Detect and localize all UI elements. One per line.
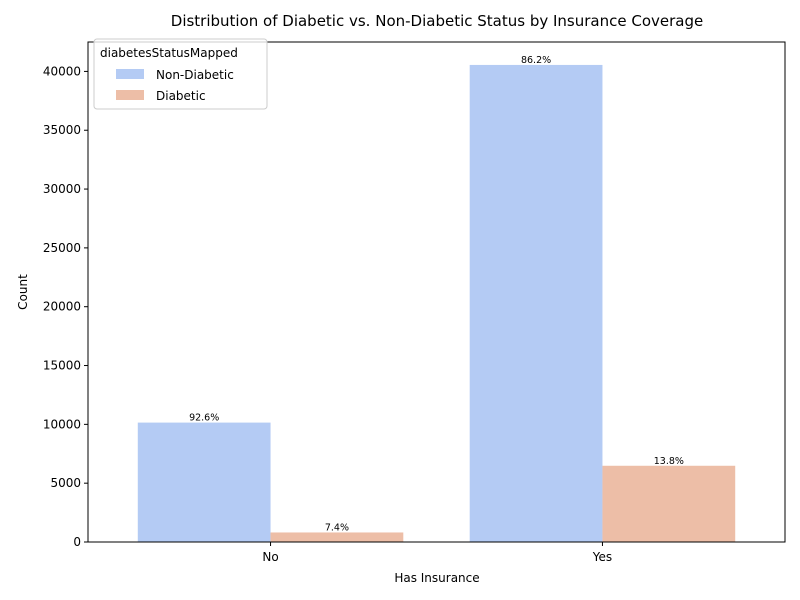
legend-title: diabetesStatusMapped bbox=[100, 46, 238, 60]
legend-entry-non-diabetic: Non-Diabetic bbox=[156, 68, 234, 82]
y-tick-label: 35000 bbox=[43, 123, 81, 137]
y-tick-label: 40000 bbox=[43, 64, 81, 78]
data-label-diabetic-no: 7.4% bbox=[325, 522, 349, 533]
y-tick-label: 25000 bbox=[43, 241, 81, 255]
data-label-diabetic-yes: 13.8% bbox=[654, 456, 684, 467]
bar-diabetic-no bbox=[270, 532, 404, 542]
legend-entry-diabetic: Diabetic bbox=[156, 89, 206, 103]
data-label-non-diabetic-no: 92.6% bbox=[189, 413, 219, 424]
bar-diabetic-yes bbox=[602, 465, 736, 542]
bar-non-diabetic-yes bbox=[469, 64, 603, 543]
x-tick-label: No bbox=[262, 550, 278, 564]
legend-swatch-non-diabetic bbox=[116, 69, 144, 79]
y-tick-label: 15000 bbox=[43, 359, 81, 373]
bars-group bbox=[137, 64, 736, 543]
legend: diabetesStatusMapped Non-Diabetic Diabeti… bbox=[93, 38, 268, 110]
data-label-non-diabetic-yes: 86.2% bbox=[521, 55, 551, 66]
y-tick-label: 20000 bbox=[43, 300, 81, 314]
y-tick-label: 0 bbox=[73, 535, 81, 549]
x-axis-label: Has Insurance bbox=[394, 571, 479, 585]
y-axis: 0 5000 10000 15000 20000 25000 30000 35000 40000 bbox=[43, 64, 88, 549]
legend-swatch-diabetic bbox=[116, 90, 144, 100]
bar-non-diabetic-no bbox=[137, 422, 271, 542]
y-tick-label: 10000 bbox=[43, 417, 81, 431]
y-axis-label: Count bbox=[16, 274, 30, 310]
chart-title: Distribution of Diabetic vs. Non-Diabeti… bbox=[171, 12, 703, 30]
data-labels-group: 92.6% 86.2% 7.4% 13.8% bbox=[189, 55, 684, 534]
y-tick-label: 30000 bbox=[43, 182, 81, 196]
plot-frame bbox=[87, 41, 786, 543]
x-tick-label: Yes bbox=[592, 550, 612, 564]
x-axis: No Yes bbox=[262, 542, 612, 564]
y-tick-label: 5000 bbox=[50, 476, 81, 490]
